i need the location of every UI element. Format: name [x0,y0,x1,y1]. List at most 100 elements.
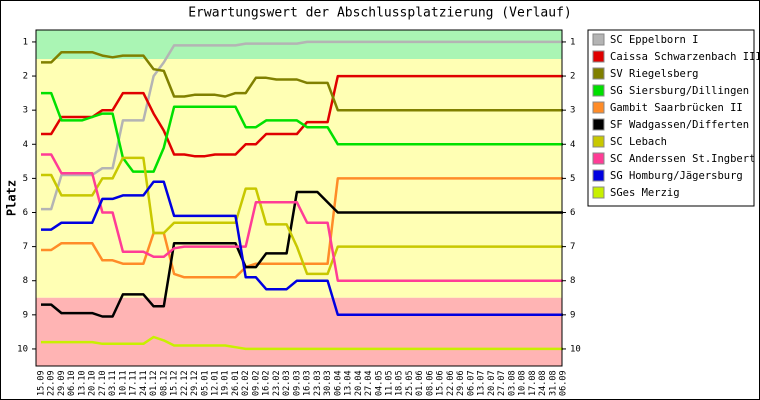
x-tick-label: 27.07 [497,370,507,396]
legend-label: SC Anderssen St.Ingbert [610,153,755,165]
x-tick-label: 29.12 [190,370,200,396]
y2-tick-label: 3 [570,106,575,116]
legend-label: SV Riegelsberg [610,68,699,80]
x-tick-label: 02.02 [241,370,251,396]
series-line [41,190,563,318]
x-tick-label: 03.08 [507,370,517,396]
x-tick-label: 10.08 [518,370,528,396]
x-tick-label: 12.01 [211,370,221,396]
x-tick-label: 22.06 [446,370,456,396]
y-tick-label: 1 [23,37,28,47]
legend-swatch [592,152,605,165]
legend [587,29,755,207]
x-tick-label: 29.06 [456,370,466,396]
x-tick-label: 06.10 [67,370,77,396]
x-tick-label: 26.01 [231,370,241,396]
y2-tick-label: 2 [570,72,575,82]
x-tick-label: 18.05 [395,370,405,396]
legend-label: SGes Merzig [610,187,680,199]
x-tick-label: 01.12 [149,370,159,396]
y-tick-label: 3 [23,106,28,116]
series-line [41,91,563,173]
y-tick-label: 2 [23,72,28,82]
x-tick-label: 06.09 [559,370,569,396]
x-tick-label: 23.02 [272,370,282,396]
series-line [41,153,563,282]
x-tick-label: 19.01 [221,370,231,396]
y-tick-label: 9 [23,310,28,320]
y-tick-label: 6 [23,208,28,218]
legend-entries: SC Eppelborn I Caissa Schwarzenbach III SV… [592,33,760,199]
y2-tick-label: 1 [570,37,575,47]
legend-label: SG Homburg/Jägersburg [610,170,743,182]
x-tick-label: 31.08 [548,370,558,396]
y2-tick-label: 9 [570,310,575,320]
y-tick-label: 8 [23,276,28,286]
y-axis-label: Platz [5,180,19,216]
legend-label: SG Siersburg/Dillingen [610,85,749,97]
legend-label: SC Lebach [610,136,667,148]
x-tick-label: 25.05 [405,370,415,396]
x-tick-label: 13.04 [344,370,354,396]
x-tick-label: 24.11 [139,370,149,396]
x-tick-label: 20.04 [354,370,364,396]
y2-tick-label: 10 [570,344,581,354]
x-tick-label: 13.07 [477,370,487,396]
legend-swatch [592,50,605,63]
x-tick-label: 20.10 [88,370,98,396]
legend-swatch [592,135,605,148]
x-tick-label: 17.11 [129,370,139,396]
x-tick-label: 17.08 [528,370,538,396]
legend-swatch [592,186,605,199]
y2-tick-label: 5 [570,174,575,184]
x-tick-label: 08.06 [425,370,435,396]
x-tick-label: 01.06 [415,370,425,396]
x-tick-label: 15.06 [436,370,446,396]
x-tick-label: 09.03 [292,370,302,396]
x-tick-label: 08.12 [159,370,169,396]
legend-label: SC Eppelborn I [610,34,699,46]
x-tick-label: 23.03 [313,370,323,396]
series-line [41,156,563,276]
x-tick-label: 27.04 [364,370,374,396]
chart-title: Erwartungswert der Abschlussplatzierung … [188,6,572,21]
legend-label: SF Wadgassen/Differten [610,119,749,131]
x-tick-label: 02.03 [282,370,292,396]
y-tick-label: 7 [23,242,28,252]
x-tick-label: 30.03 [323,370,333,396]
lines [41,40,563,351]
x-tick-label: 22.12 [180,370,190,396]
x-tick-label: 04.05 [374,370,384,396]
legend-swatch [592,118,605,131]
y2-tick-label: 7 [570,242,575,252]
x-tick-label: 16.02 [262,370,272,396]
legend-swatch [592,84,605,97]
x-tick-label: 27.10 [98,370,108,396]
x-tick-label: 11.05 [385,370,395,396]
x-tick-label: 22.09 [47,370,57,396]
x-tick-label: 06.07 [466,370,476,396]
series-line [41,50,563,112]
y-tick-label: 10 [17,344,28,354]
y-tick-label: 5 [23,174,28,184]
x-tick-label: 24.08 [538,370,548,396]
y2-tick-label: 4 [570,140,575,150]
series-line [41,74,563,158]
legend-swatch [592,33,605,46]
x-tick-label: 15.12 [170,370,180,396]
x-tick-label: 20.07 [487,370,497,396]
x-tick-label: 10.11 [118,370,128,396]
y2-tick-label: 8 [570,276,575,286]
x-tick-label: 09.02 [251,370,261,396]
x-tick-label: 29.09 [57,370,67,396]
y-tick-label: 4 [23,140,28,150]
x-tick-label: 15.09 [37,370,47,396]
x-tick-label: 05.01 [200,370,210,396]
legend-label: Caissa Schwarzenbach III [610,51,760,63]
x-tick-label: 13.10 [77,370,87,396]
x-tick-label: 16.03 [303,370,313,396]
plot-frame [35,29,563,367]
legend-label: Gambit Saarbrücken II [610,102,743,114]
